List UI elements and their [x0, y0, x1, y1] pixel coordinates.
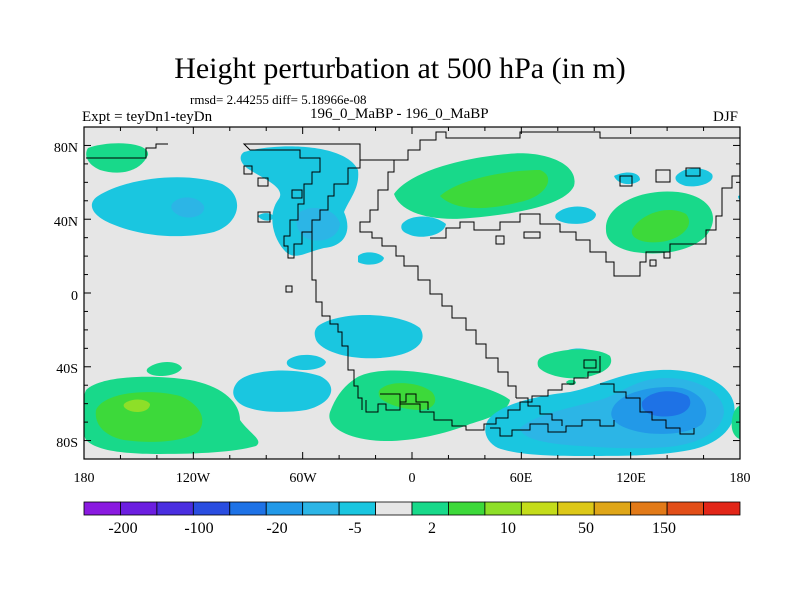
lon-label: 0	[409, 471, 416, 486]
negative-core	[171, 197, 205, 218]
colorbar-swatch	[192, 501, 231, 516]
negative-region	[675, 168, 713, 187]
negative-region	[233, 370, 332, 412]
colorbar-swatch	[338, 501, 376, 516]
axis-ticks	[83, 127, 741, 459]
positive-core	[378, 383, 436, 410]
colorbar-swatch	[302, 501, 340, 516]
positive-region	[537, 349, 612, 379]
colorbar-swatch	[484, 501, 522, 516]
coastline-south-america-east	[359, 159, 517, 398]
coastline-asia-interior	[430, 175, 740, 277]
colorbar-swatch	[120, 501, 158, 516]
negative-region	[286, 354, 326, 370]
colorbar-swatch	[630, 501, 668, 516]
coastline-islands	[243, 165, 671, 369]
positive-peak	[123, 399, 150, 412]
coastline-arctic	[86, 143, 168, 159]
colorbar-swatch	[557, 501, 595, 516]
colorbar-label: -5	[348, 520, 361, 537]
negative-region	[555, 206, 596, 224]
lat-label: 80N	[54, 141, 78, 156]
lon-label: 120W	[176, 471, 211, 486]
lon-label: 120E	[616, 471, 646, 486]
negative-region	[358, 252, 384, 265]
colorbar-swatch	[83, 501, 121, 516]
coastline-africa-east	[516, 397, 563, 426]
lat-label: 80S	[56, 436, 78, 451]
positive-core	[440, 170, 549, 209]
lon-label: 180	[730, 471, 751, 486]
colorbar-label: -20	[266, 520, 287, 537]
coastline-antarctic	[365, 393, 615, 437]
negative-region	[401, 216, 446, 237]
case-subtitle: 196_0_MaBP - 196_0_MaBP	[310, 106, 489, 122]
positive-region	[731, 406, 740, 440]
experiment-label: Expt = teyDn1-teyDn	[82, 109, 213, 125]
colorbar-swatch	[448, 501, 486, 516]
colorbar-label: -200	[108, 520, 137, 537]
positive-core	[95, 392, 203, 442]
colorbar-swatch	[411, 501, 449, 516]
lon-label: 60W	[289, 471, 317, 486]
coastline-asia-islands	[619, 167, 701, 187]
coastlines	[86, 131, 740, 437]
positive-core	[631, 209, 690, 243]
colorbar-label: 10	[500, 520, 516, 537]
colorbar-swatch	[520, 501, 559, 516]
colorbar-label: 150	[652, 520, 676, 537]
coastline-north-america	[242, 143, 361, 259]
colorbar-swatch	[375, 501, 413, 516]
negative-region	[91, 177, 238, 237]
season-label: DJF	[713, 109, 739, 125]
colorbar-label: -100	[184, 520, 213, 537]
colorbar-swatch	[265, 501, 304, 516]
colorbar-swatch	[666, 501, 704, 516]
negative-region	[314, 314, 423, 359]
colorbar-label: 2	[428, 520, 436, 537]
lon-label: 180	[74, 471, 95, 486]
colorbar-label: 50	[578, 520, 594, 537]
colorbar	[83, 501, 741, 516]
positive-region	[146, 362, 182, 376]
coastline-eurasia	[394, 131, 740, 161]
coastline-africa	[380, 356, 695, 435]
coastline-americas-spine	[311, 232, 363, 410]
lat-label: 40S	[56, 362, 78, 377]
lat-label: 40N	[54, 215, 78, 230]
colorbar-swatch	[703, 501, 741, 516]
colorbar-swatch	[156, 501, 194, 516]
colorbar-swatch	[593, 501, 632, 516]
negative-strongest-core	[641, 391, 691, 417]
stats-line: rmsd= 2.44255 diff= 5.18966e-08	[190, 92, 367, 107]
lon-label: 60E	[510, 471, 533, 486]
colorbar-swatch	[229, 501, 267, 516]
plot-title: Height perturbation at 500 hPa (in m)	[174, 52, 626, 85]
lat-label: 0	[71, 289, 78, 304]
